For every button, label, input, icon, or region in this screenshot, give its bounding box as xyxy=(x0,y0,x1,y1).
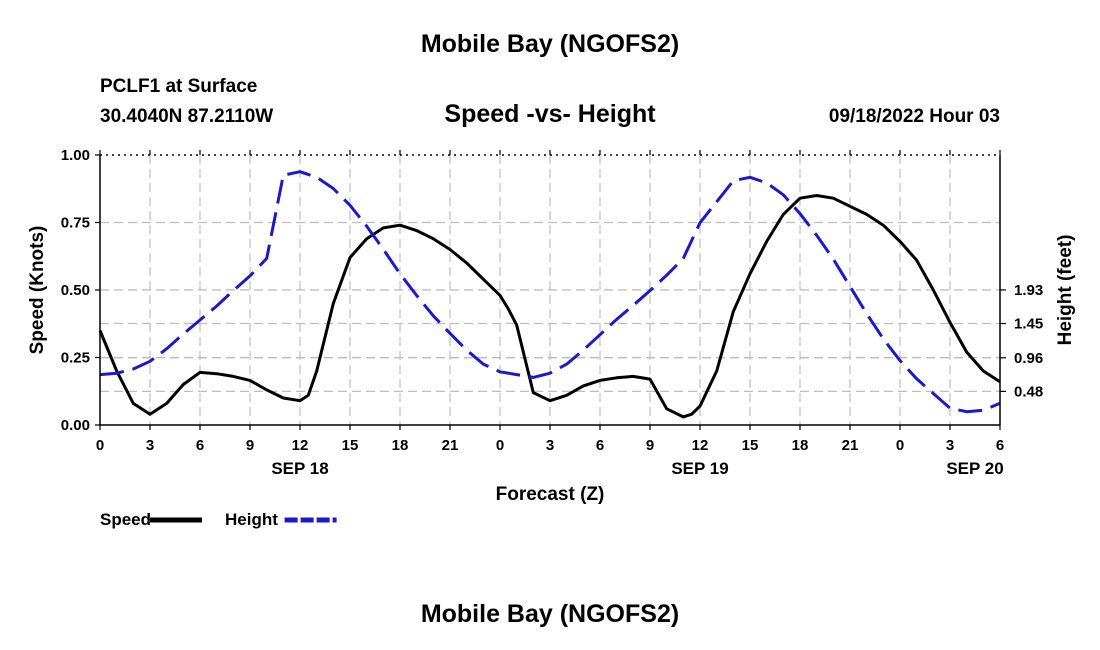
x-tick-label: 3 xyxy=(946,437,954,454)
x-tick-label: 9 xyxy=(646,437,654,454)
y2-tick-label: 1.93 xyxy=(1014,282,1043,299)
x-tick-label: 0 xyxy=(496,437,504,454)
x-tick-label: 21 xyxy=(442,437,459,454)
y-axis-title: Speed (Knots) xyxy=(27,226,48,355)
y-tick-label: 0.00 xyxy=(61,417,90,434)
legend-label-speed: Speed xyxy=(100,510,151,529)
x-tick-label: 21 xyxy=(842,437,859,454)
legend-label-height: Height xyxy=(225,510,278,529)
legend: Speed Height xyxy=(100,510,337,529)
y-tick-label: 1.00 xyxy=(61,147,90,164)
date-label: SEP 18 xyxy=(271,459,328,478)
x-tick-label: 3 xyxy=(146,437,154,454)
axes xyxy=(95,150,1006,430)
footer-title: Mobile Bay (NGOFS2) xyxy=(420,600,680,628)
station-coordinates: 30.4040N 87.2110W xyxy=(100,106,274,127)
x-axis-title: Forecast (Z) xyxy=(496,484,605,505)
x-tick-label: 6 xyxy=(996,437,1004,454)
x-tick-label: 0 xyxy=(896,437,904,454)
y-tick-label: 0.50 xyxy=(61,282,90,299)
x-tick-label: 18 xyxy=(392,437,409,454)
forecast-date: 09/18/2022 Hour 03 xyxy=(828,106,1000,127)
y-tick-label: 0.75 xyxy=(61,215,90,232)
x-tick-label: 3 xyxy=(546,437,554,454)
date-label: SEP 19 xyxy=(671,459,728,478)
x-tick-label: 15 xyxy=(742,437,759,454)
x-tick-label: 12 xyxy=(292,437,309,454)
y-tick-label: 0.25 xyxy=(61,350,90,367)
x-tick-label: 6 xyxy=(596,437,604,454)
y2-axis-title: Height (feet) xyxy=(1055,235,1076,346)
grid xyxy=(100,155,1000,425)
x-tick-label: 6 xyxy=(196,437,204,454)
x-tick-label: 9 xyxy=(246,437,254,454)
chart-subtitle: Speed -vs- Height xyxy=(444,100,656,128)
x-tick-label: 0 xyxy=(96,437,104,454)
date-label: SEP 20 xyxy=(946,459,1003,478)
y2-tick-label: 1.45 xyxy=(1014,316,1043,333)
series-group xyxy=(98,170,1001,419)
axis-labels-group: 0 3 6 9 12 15 18 21 0 3 6 9 12 15 18 21 0 3 6 SEP 18 SEP 19 S… xyxy=(27,147,1076,505)
x-tick-label: 12 xyxy=(692,437,709,454)
y2-tick-label: 0.48 xyxy=(1014,383,1043,400)
height-series-line xyxy=(99,170,1001,414)
speed-series-line xyxy=(98,194,1001,419)
page-title: Mobile Bay (NGOFS2) xyxy=(420,30,680,58)
x-tick-label: 15 xyxy=(342,437,359,454)
y2-tick-label: 0.96 xyxy=(1014,350,1043,367)
station-label: PCLF1 at Surface xyxy=(100,76,258,97)
x-tick-label: 18 xyxy=(792,437,809,454)
